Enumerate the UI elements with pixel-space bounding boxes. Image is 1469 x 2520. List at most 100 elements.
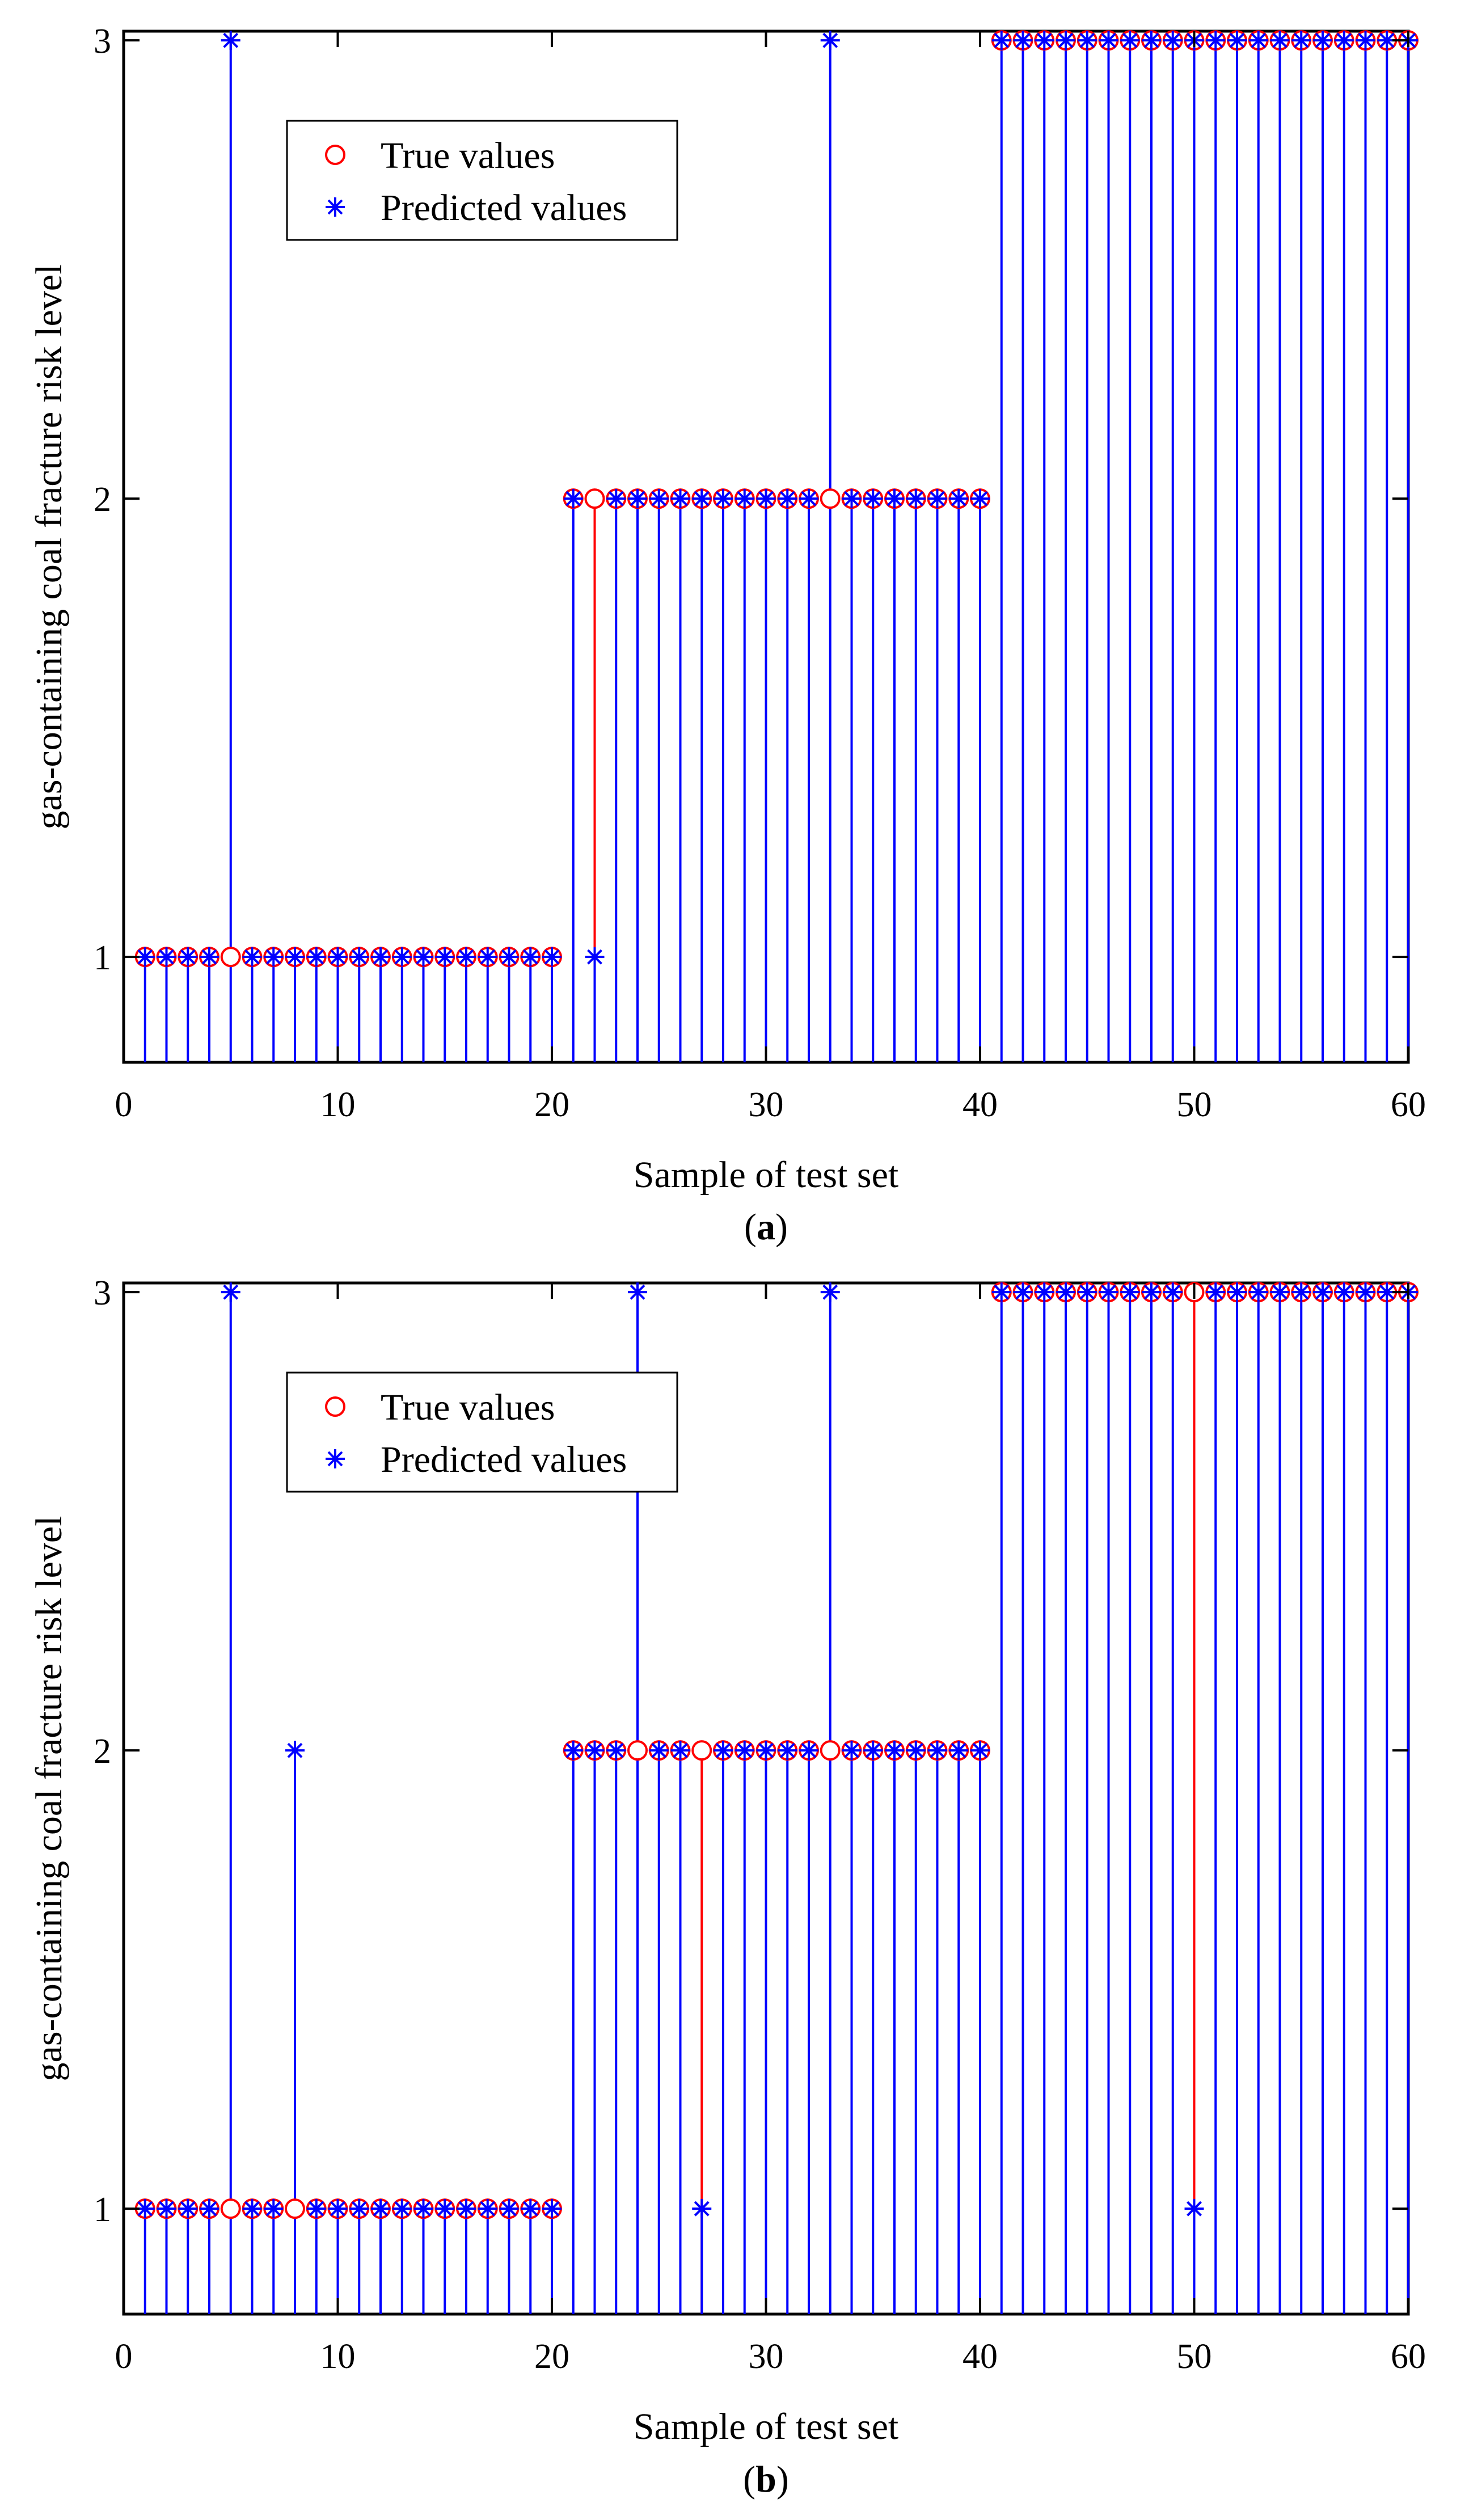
predicted-value-point: [242, 2199, 262, 2219]
predicted-value-point: [585, 947, 605, 967]
true-value-point: [820, 1740, 841, 1761]
predicted-value-point: [991, 31, 1011, 50]
legend-true-label: True values: [381, 135, 555, 176]
x-tick-label: 20: [534, 1086, 569, 1124]
predicted-value-point: [734, 1741, 754, 1761]
x-tick-label: 0: [115, 2337, 133, 2376]
predicted-value-point: [949, 489, 969, 509]
predicted-value-point: [1377, 31, 1397, 50]
predicted-value-point: [521, 947, 541, 967]
predicted-value-point: [1270, 31, 1290, 50]
legend: True values Predicted values: [286, 1371, 678, 1493]
legend-true-marker: [325, 1396, 345, 1417]
x-tick-label: 10: [320, 2337, 356, 2376]
predicted-value-point: [221, 1282, 240, 1302]
predicted-value-point: [1334, 1282, 1354, 1302]
predicted-value-point: [1356, 31, 1375, 50]
predicted-value-point: [799, 1741, 818, 1761]
y-tick-label: 2: [94, 480, 111, 519]
predicted-value-point: [756, 489, 776, 509]
predicted-value-point: [1163, 1282, 1183, 1302]
predicted-value-point: [435, 947, 455, 967]
predicted-value-point: [692, 2199, 712, 2219]
predicted-value-point: [628, 1282, 647, 1302]
predicted-value-point: [649, 1741, 669, 1761]
predicted-value-point: [285, 1741, 305, 1761]
predicted-value-point: [1035, 1282, 1054, 1302]
predicted-value-point: [1313, 1282, 1332, 1302]
predicted-value-point: [1099, 31, 1118, 50]
predicted-value-point: [820, 1282, 840, 1302]
predicted-value-point: [1099, 1282, 1118, 1302]
predicted-value-point: [714, 1741, 733, 1761]
predicted-value-point: [1356, 1282, 1375, 1302]
y-tick-label: 1: [94, 2190, 111, 2229]
predicted-value-point: [499, 947, 519, 967]
x-tick-label: 40: [963, 1086, 998, 1124]
y-axis-label: gas-containing coal fracture risk level: [28, 264, 70, 830]
predicted-value-point: [157, 2199, 176, 2219]
predicted-value-point: [863, 1741, 883, 1761]
predicted-value-point: [499, 2199, 519, 2219]
predicted-value-point: [157, 947, 176, 967]
true-value-point: [627, 1740, 648, 1761]
predicted-value-point: [1270, 1282, 1290, 1302]
x-tick-label: 50: [1177, 2337, 1212, 2376]
x-tick-label: 30: [749, 1086, 784, 1124]
predicted-value-point: [927, 1741, 947, 1761]
x-tick-label: 20: [534, 2337, 569, 2376]
predicted-value-point: [927, 489, 947, 509]
predicted-value-point: [542, 947, 562, 967]
predicted-value-point: [970, 1741, 990, 1761]
legend-true-marker: [325, 145, 345, 165]
predicted-value-point: [521, 2199, 541, 2219]
predicted-value-point: [1206, 1282, 1226, 1302]
predicted-value-point: [371, 947, 390, 967]
predicted-value-point: [178, 2199, 198, 2219]
predicted-value-point: [1313, 31, 1332, 50]
x-tick-label: 0: [115, 1086, 133, 1124]
predicted-value-point: [371, 2199, 390, 2219]
predicted-value-point: [328, 2199, 348, 2219]
predicted-value-point: [1056, 1282, 1075, 1302]
predicted-value-point: [906, 489, 926, 509]
panel-label: a: [757, 1206, 775, 1248]
predicted-value-point: [1248, 31, 1268, 50]
predicted-value-point: [328, 947, 348, 967]
legend-predicted-marker: [326, 1449, 345, 1468]
predicted-value-point: [200, 947, 219, 967]
predicted-value-point: [242, 947, 262, 967]
predicted-value-point: [799, 489, 818, 509]
true-value-point: [220, 2198, 241, 2219]
y-axis-label: gas-containing coal fracture risk level: [28, 1516, 70, 2082]
predicted-value-point: [606, 1741, 626, 1761]
predicted-value-point: [734, 489, 754, 509]
predicted-value-point: [1334, 31, 1354, 50]
predicted-value-point: [200, 2199, 219, 2219]
true-value-point: [584, 488, 605, 509]
predicted-value-point: [563, 489, 583, 509]
predicted-value-point: [1142, 1282, 1161, 1302]
panel-caption: (b): [743, 2459, 789, 2500]
predicted-value-point: [885, 489, 904, 509]
x-tick-label: 50: [1177, 1086, 1212, 1124]
predicted-value-point: [413, 947, 433, 967]
predicted-value-point: [1377, 1282, 1397, 1302]
predicted-value-point: [1120, 1282, 1140, 1302]
predicted-value-point: [842, 1741, 862, 1761]
predicted-value-point: [692, 489, 712, 509]
predicted-value-point: [478, 947, 497, 967]
predicted-value-point: [285, 947, 305, 967]
predicted-value-point: [1077, 31, 1097, 50]
x-tick-label: 30: [749, 2337, 784, 2376]
panel-caption: (a): [744, 1206, 788, 1248]
legend-predicted-label: Predicted values: [381, 187, 627, 229]
predicted-value-point: [1120, 31, 1140, 50]
predicted-value-point: [1184, 2199, 1204, 2219]
predicted-value-point: [606, 489, 626, 509]
predicted-value-point: [1227, 1282, 1247, 1302]
x-tick-label: 40: [963, 2337, 998, 2376]
x-tick-label: 10: [320, 1086, 356, 1124]
predicted-value-point: [221, 31, 240, 50]
predicted-value-point: [392, 2199, 412, 2219]
